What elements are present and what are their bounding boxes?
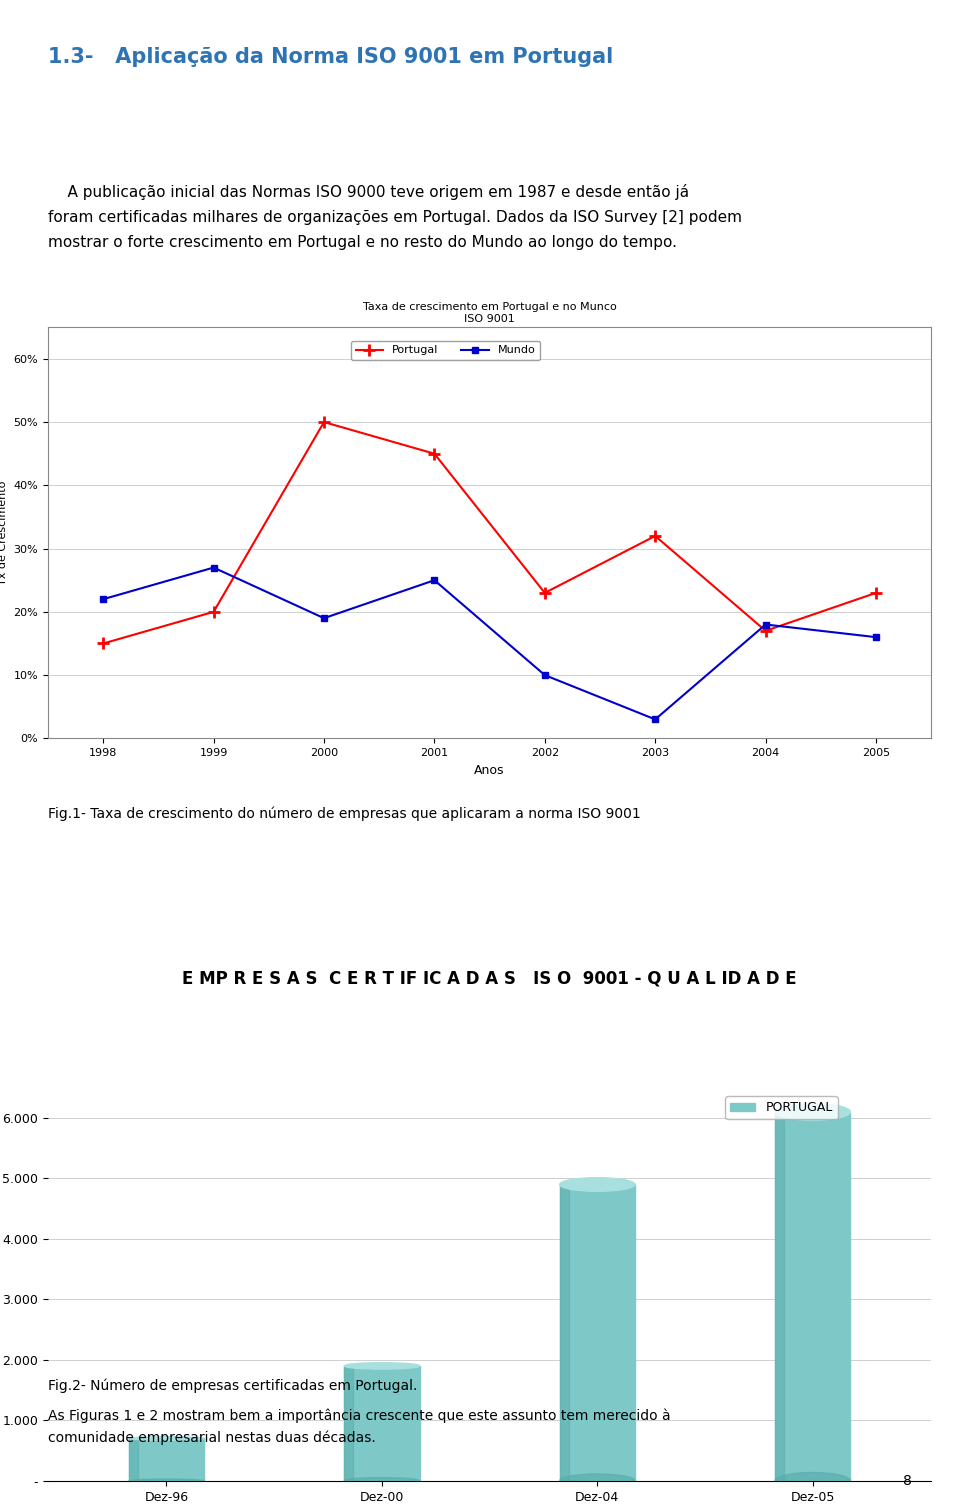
Line: Mundo: Mundo [100,564,879,722]
Mundo [429,571,441,589]
Portugal [760,621,772,639]
Bar [560,1185,635,1481]
Ellipse shape [129,1479,204,1482]
Portugal [870,583,881,601]
Polygon shape [129,1438,138,1481]
Text: E MP R E S A S  C E R T IF IC A D A S   IS O  9001 - Q U A L ID A D E: E MP R E S A S C E R T IF IC A D A S IS … [182,969,797,987]
Bar [345,1366,420,1481]
Text: 1.3-   Aplicação da Norma ISO 9001 em Portugal: 1.3- Aplicação da Norma ISO 9001 em Port… [48,47,613,68]
Y-axis label: Tx de Crescimento: Tx de Crescimento [0,480,8,585]
Line: Portugal: Portugal [98,417,881,650]
Ellipse shape [775,1103,851,1120]
Polygon shape [560,1185,568,1481]
Ellipse shape [129,1437,204,1440]
Polygon shape [775,1112,784,1481]
Portugal [98,635,109,653]
Ellipse shape [560,1473,635,1488]
Mundo [540,666,551,684]
Mundo [319,609,330,627]
Text: Fig.2- Número de empresas certificadas em Portugal.: Fig.2- Número de empresas certificadas e… [48,1378,418,1393]
Bar [775,1112,851,1481]
X-axis label: Anos: Anos [474,763,505,777]
Ellipse shape [560,1177,635,1191]
Legend: Portugal, Mundo: Portugal, Mundo [351,341,540,360]
Text: As Figuras 1 e 2 mostram bem a importância crescente que este assunto tem mereci: As Figuras 1 e 2 mostram bem a importânc… [48,1408,671,1446]
Bar [129,1438,204,1481]
Text: A publicação inicial das Normas ISO 9000 teve origem em 1987 e desde então já
fo: A publicação inicial das Normas ISO 9000… [48,184,742,249]
Portugal [540,583,551,601]
Portugal [429,444,441,462]
Mundo [98,591,109,609]
Mundo [650,710,661,728]
Legend: PORTUGAL: PORTUGAL [726,1097,838,1120]
Polygon shape [345,1366,353,1481]
Portugal [319,413,330,431]
Portugal [650,527,661,545]
Title: Taxa de crescimento em Portugal e no Munco
ISO 9001: Taxa de crescimento em Portugal e no Mun… [363,302,616,323]
Text: 8: 8 [903,1475,912,1488]
Mundo [870,629,881,647]
Ellipse shape [345,1363,420,1369]
Ellipse shape [775,1473,851,1488]
Portugal [208,603,220,621]
Ellipse shape [345,1478,420,1484]
Mundo [760,615,772,633]
Mundo [208,559,220,577]
Text: Fig.1- Taxa de crescimento do número de empresas que aplicaram a norma ISO 9001: Fig.1- Taxa de crescimento do número de … [48,807,640,822]
